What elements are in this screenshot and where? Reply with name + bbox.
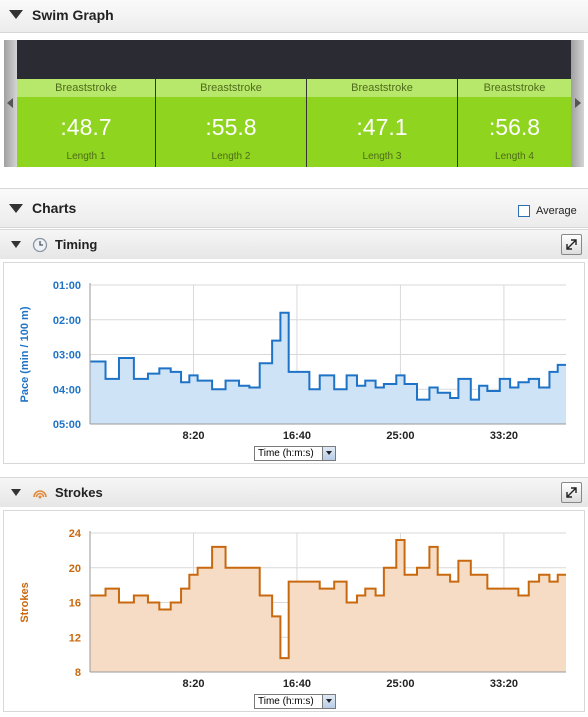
chevron-down-icon	[322, 695, 335, 708]
timing-x-tick-label: 25:00	[386, 430, 414, 442]
timing-y-axis-label: Pace (min / 100 m)	[19, 306, 31, 402]
length-stroke: Breaststroke	[307, 79, 457, 97]
timing-line	[90, 311, 566, 401]
length-time: :47.1	[356, 114, 408, 140]
strokes-area	[90, 539, 566, 672]
timing-area	[90, 312, 566, 424]
strokes-x-tick-label: 33:20	[490, 678, 518, 690]
timing-chart[interactable]: 01:00 02:00 03:00 04:00 05:00 8:20 16:40 25:00 3…	[4, 263, 584, 463]
strokes-y-axis-label: Strokes	[19, 582, 31, 622]
scroll-right-arrow[interactable]	[571, 40, 584, 167]
swim-length-1[interactable]: Breaststroke :48.7 Length 1	[17, 79, 156, 167]
charts-title: Charts	[32, 200, 77, 216]
collapse-triangle-icon[interactable]	[11, 241, 21, 248]
timing-y-tick-label: 02:00	[53, 315, 81, 327]
expand-strokes-button[interactable]	[561, 482, 582, 503]
strokes-y-tick-label: 20	[69, 563, 81, 575]
select-value: Time (h:m:s)	[258, 448, 314, 459]
strokes-title: Strokes	[55, 485, 103, 500]
average-label: Average	[536, 205, 577, 217]
arrow-left-icon	[7, 98, 13, 108]
timing-chart-box: 01:00 02:00 03:00 04:00 05:00 8:20 16:40 25:00 3…	[3, 262, 585, 464]
scroll-left-arrow[interactable]	[4, 40, 17, 167]
timing-title: Timing	[55, 237, 98, 252]
strokes-line	[90, 538, 566, 660]
swim-graph-header[interactable]: Swim Graph	[0, 0, 588, 33]
chevron-down-icon	[322, 447, 335, 460]
strokes-y-tick-label: 24	[69, 528, 82, 540]
length-label: Length 3	[362, 151, 402, 162]
strokes-x-tick-label: 16:40	[283, 678, 311, 690]
length-time: :48.7	[60, 114, 112, 140]
expand-icon	[566, 487, 577, 498]
swim-graph-title: Swim Graph	[32, 7, 114, 23]
timing-x-tick-label: 33:20	[490, 430, 518, 442]
length-stroke: Breaststroke	[17, 79, 155, 97]
expand-icon	[566, 239, 577, 250]
strokes-icon	[33, 490, 47, 499]
swim-length-4[interactable]: Breaststroke :56.8 Length 4	[458, 79, 571, 167]
timing-x-tick-label: 8:20	[182, 430, 204, 442]
length-label: Length 2	[211, 151, 251, 162]
average-toggle[interactable]: Average	[518, 205, 577, 217]
timing-x-axis-select[interactable]: Time (h:m:s)	[254, 446, 336, 461]
timing-y-tick-label: 05:00	[53, 419, 81, 431]
collapse-triangle-icon[interactable]	[9, 10, 23, 19]
timing-y-tick-label: 04:00	[53, 384, 81, 396]
length-label: Length 4	[495, 151, 534, 162]
charts-header[interactable]: Charts	[0, 188, 588, 228]
strokes-chart[interactable]: 8 12 16 20 24 8:20 16:40 25:00 33:20 Strokes	[4, 511, 584, 711]
timing-y-tick-label: 01:00	[53, 280, 81, 292]
collapse-triangle-icon[interactable]	[9, 204, 23, 213]
average-checkbox[interactable]	[518, 205, 530, 217]
strokes-x-tick-label: 25:00	[386, 678, 414, 690]
strokes-x-tick-label: 8:20	[182, 678, 204, 690]
strokes-y-tick-label: 16	[69, 598, 81, 610]
strokes-y-tick-label: 8	[75, 667, 81, 679]
length-time: :55.8	[205, 114, 257, 140]
arrow-right-icon	[575, 98, 581, 108]
length-stroke: Breaststroke	[458, 79, 571, 97]
swim-length-3[interactable]: Breaststroke :47.1 Length 3	[307, 79, 458, 167]
length-label: Length 1	[66, 151, 106, 162]
select-value: Time (h:m:s)	[258, 696, 314, 707]
length-stroke: Breaststroke	[156, 79, 306, 97]
expand-timing-button[interactable]	[561, 234, 582, 255]
swim-length-2[interactable]: Breaststroke :55.8 Length 2	[156, 79, 307, 167]
collapse-triangle-icon[interactable]	[11, 489, 21, 496]
timing-y-tick-label: 03:00	[53, 350, 81, 362]
clock-icon	[32, 237, 48, 253]
strokes-header[interactable]: Strokes	[0, 477, 588, 507]
strokes-x-axis-select[interactable]: Time (h:m:s)	[254, 694, 336, 709]
strokes-chart-box: 8 12 16 20 24 8:20 16:40 25:00 33:20 Strokes	[3, 510, 585, 712]
strokes-y-tick-label: 12	[69, 632, 81, 644]
length-time: :56.8	[488, 114, 541, 140]
timing-x-tick-label: 16:40	[283, 430, 311, 442]
timing-header[interactable]: Timing	[0, 229, 588, 259]
